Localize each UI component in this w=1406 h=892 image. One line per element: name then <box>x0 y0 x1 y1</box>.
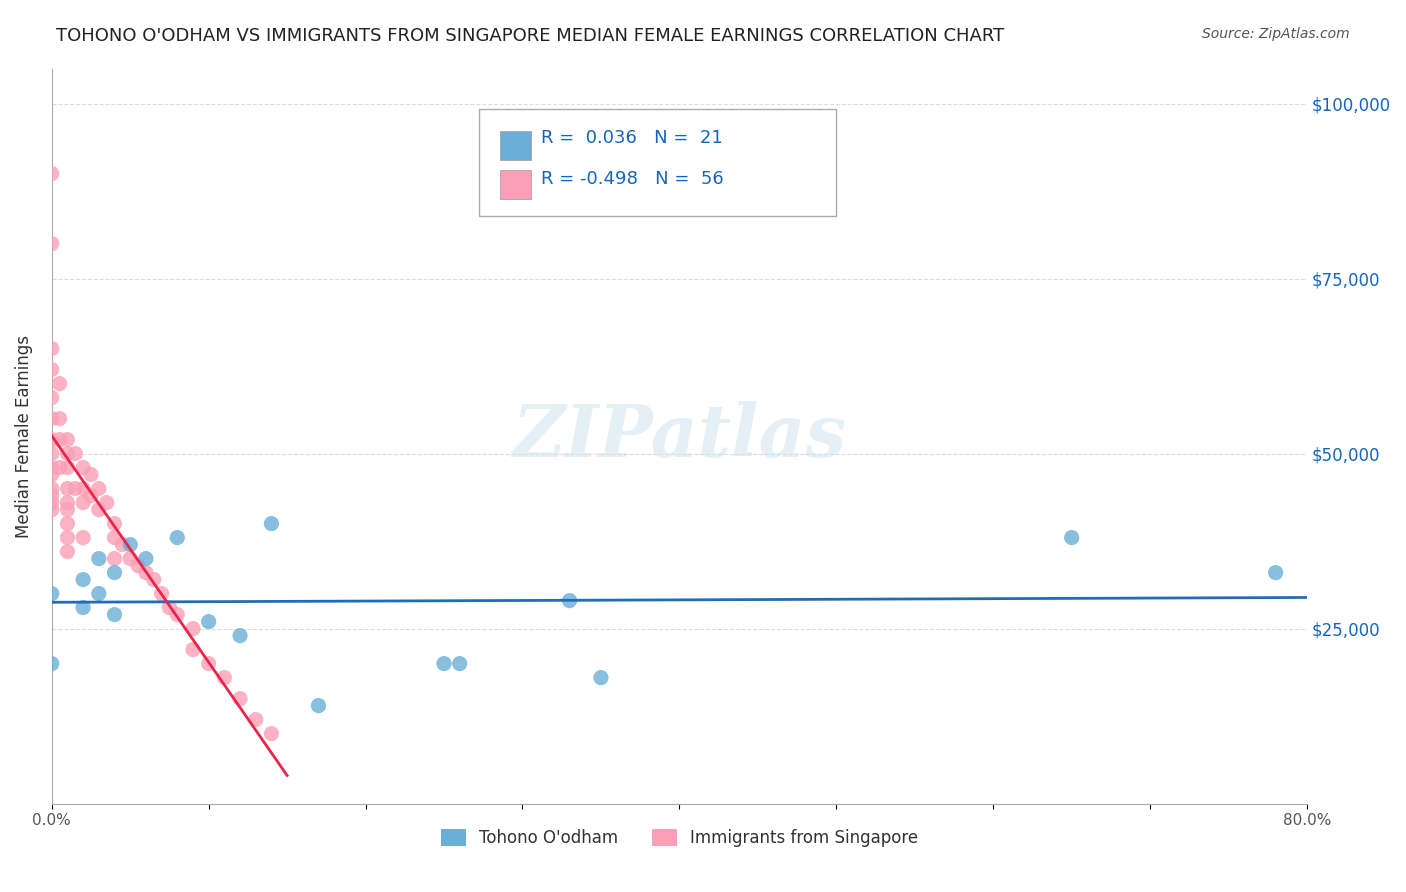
Point <box>308 698 330 713</box>
Point <box>65 446 87 460</box>
Point <box>72 460 94 475</box>
Point <box>229 691 252 706</box>
Point <box>166 531 188 545</box>
Point <box>48 460 70 475</box>
Point <box>166 607 188 622</box>
Point <box>41 362 63 376</box>
Text: R =  0.036   N =  21: R = 0.036 N = 21 <box>541 129 723 147</box>
Point <box>197 615 219 629</box>
Point <box>103 607 125 622</box>
Point <box>214 671 236 685</box>
Point <box>72 600 94 615</box>
Point <box>245 713 267 727</box>
Point <box>56 433 79 447</box>
Point <box>41 586 63 600</box>
Point <box>56 502 79 516</box>
Point <box>56 531 79 545</box>
Point <box>181 622 204 636</box>
Point <box>120 538 142 552</box>
Point <box>41 495 63 509</box>
Point <box>229 629 252 643</box>
Point <box>103 516 125 531</box>
Point <box>120 551 142 566</box>
Point <box>48 411 70 425</box>
Point <box>87 482 110 496</box>
Point <box>48 376 70 391</box>
Point <box>80 489 103 503</box>
FancyBboxPatch shape <box>501 131 531 161</box>
Point <box>41 167 63 181</box>
Point <box>56 446 79 460</box>
Text: TOHONO O'ODHAM VS IMMIGRANTS FROM SINGAPORE MEDIAN FEMALE EARNINGS CORRELATION C: TOHONO O'ODHAM VS IMMIGRANTS FROM SINGAP… <box>56 27 1004 45</box>
Point <box>142 573 165 587</box>
FancyBboxPatch shape <box>478 109 837 216</box>
Point <box>41 433 63 447</box>
Point <box>96 495 118 509</box>
Point <box>41 236 63 251</box>
Point <box>56 495 79 509</box>
Point <box>135 566 157 580</box>
Legend: Tohono O'odham, Immigrants from Singapore: Tohono O'odham, Immigrants from Singapor… <box>434 822 925 855</box>
Point <box>41 342 63 356</box>
Point <box>433 657 456 671</box>
Point <box>72 482 94 496</box>
Text: R = -0.498   N =  56: R = -0.498 N = 56 <box>541 169 724 188</box>
Point <box>127 558 149 573</box>
Point <box>87 586 110 600</box>
Text: Source: ZipAtlas.com: Source: ZipAtlas.com <box>1202 27 1350 41</box>
Point <box>41 467 63 482</box>
Point <box>103 566 125 580</box>
Point <box>56 544 79 558</box>
Point <box>41 460 63 475</box>
Point <box>1264 566 1286 580</box>
Point <box>56 516 79 531</box>
Point <box>41 489 63 503</box>
Point <box>72 531 94 545</box>
Point <box>449 657 471 671</box>
Point <box>135 551 157 566</box>
Point <box>103 531 125 545</box>
Point <box>150 586 173 600</box>
Point <box>80 467 103 482</box>
Point <box>181 642 204 657</box>
Point <box>87 551 110 566</box>
Point <box>1060 531 1083 545</box>
Point <box>41 502 63 516</box>
Point <box>558 593 581 607</box>
Point <box>72 573 94 587</box>
Text: ZIPatlas: ZIPatlas <box>512 401 846 472</box>
Point <box>103 551 125 566</box>
Point <box>48 433 70 447</box>
Point <box>65 482 87 496</box>
Point <box>41 446 63 460</box>
Point <box>260 726 283 740</box>
Point <box>41 482 63 496</box>
Point <box>197 657 219 671</box>
Point <box>260 516 283 531</box>
Point <box>72 495 94 509</box>
Point <box>589 671 612 685</box>
Point <box>56 460 79 475</box>
Point <box>41 391 63 405</box>
FancyBboxPatch shape <box>501 170 531 200</box>
Point <box>41 411 63 425</box>
Point <box>87 502 110 516</box>
Point <box>56 482 79 496</box>
Y-axis label: Median Female Earnings: Median Female Earnings <box>15 334 32 538</box>
Point <box>111 538 134 552</box>
Point <box>41 657 63 671</box>
Point <box>159 600 181 615</box>
